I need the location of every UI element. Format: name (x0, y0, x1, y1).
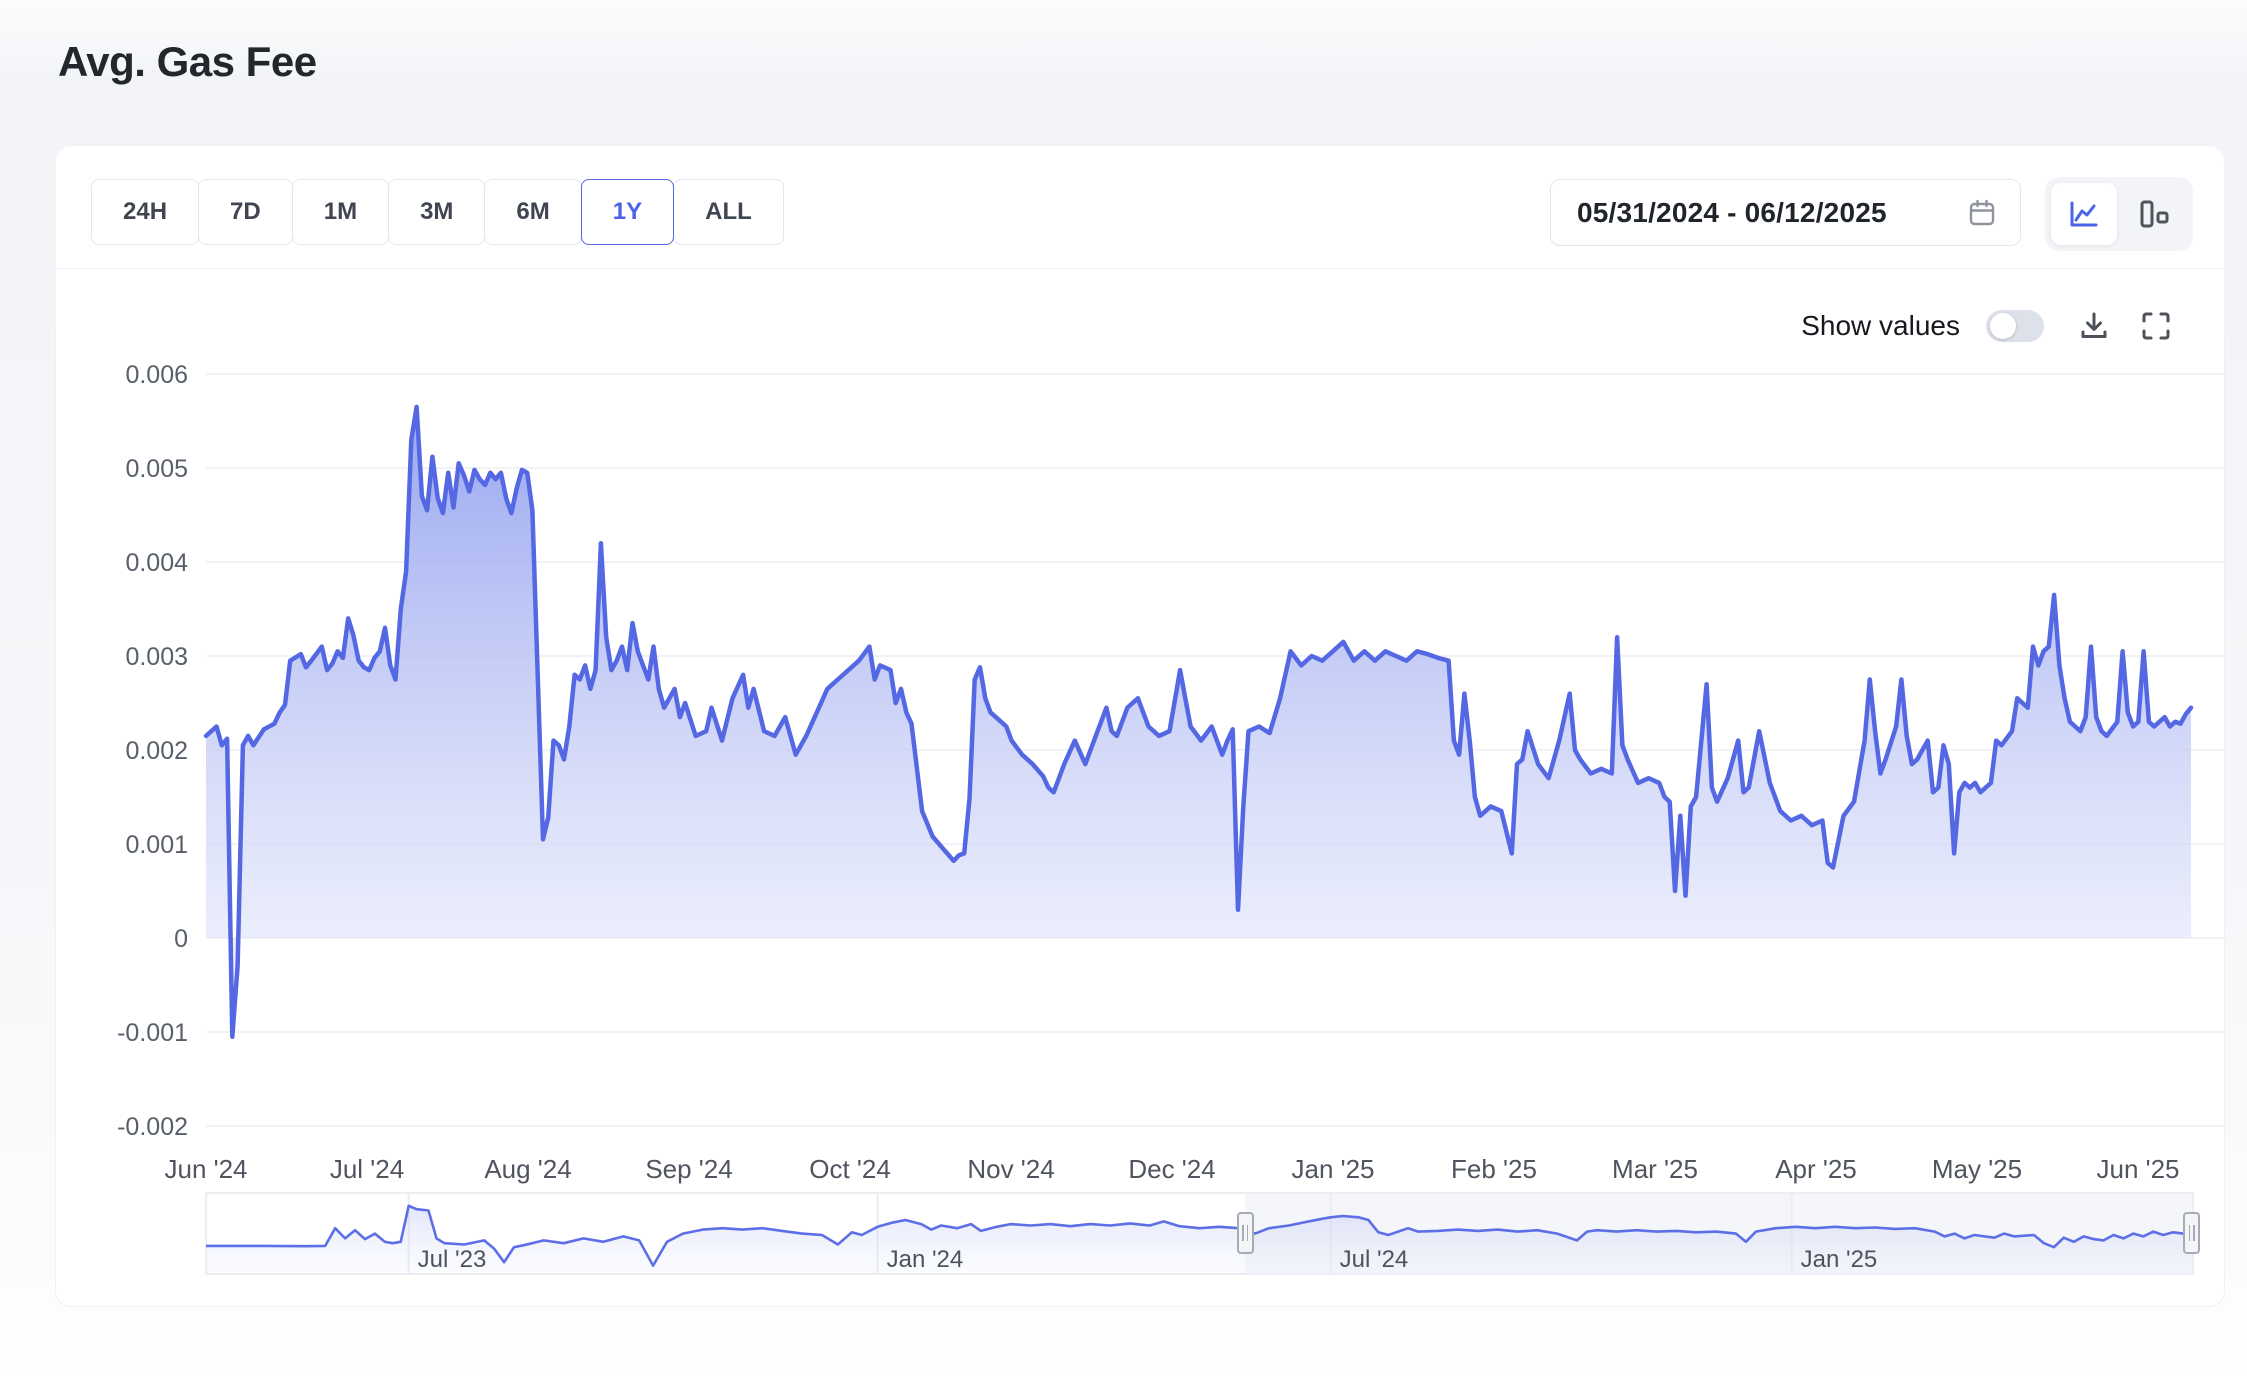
navigator-labels: Jul '23 Jan '24 Jul '24 Jan '25 (418, 1246, 1878, 1273)
line-chart-icon (2070, 201, 2098, 227)
y-tick-label: 0.004 (125, 549, 188, 577)
y-tick-label: 0.006 (125, 361, 188, 389)
range-button-24h[interactable]: 24H (91, 179, 200, 245)
x-tick-label: Jan '25 (1291, 1154, 1374, 1184)
x-tick-label: Sep '24 (645, 1154, 732, 1184)
x-tick-label: Aug '24 (484, 1154, 571, 1184)
range-button-all[interactable]: ALL (673, 179, 784, 245)
navigator[interactable]: Jul '23 Jan '24 Jul '24 Jan '25 (205, 1192, 2194, 1275)
navigator-area-fill (206, 1205, 2193, 1274)
x-tick-label: Feb '25 (1451, 1154, 1537, 1184)
show-values-toggle[interactable] (1986, 310, 2044, 342)
gas-fee-area-chart[interactable]: 0.006 0.005 0.004 0.003 0.002 0.001 0 -0.001 -0.… (56, 146, 2226, 1308)
series-area-fill (206, 406, 2191, 1037)
y-tick-label: 0.005 (125, 455, 188, 483)
x-tick-label: Apr '25 (1775, 1154, 1857, 1184)
gas-fee-chart-card: 24H 7D 1M 3M 6M 1Y ALL 05/31/2024 - 06/1… (55, 145, 2226, 1308)
x-tick-label: Jun '25 (2096, 1154, 2179, 1184)
show-values-label: Show values (1801, 310, 1960, 341)
x-tick-label: Jun '24 (164, 1154, 247, 1184)
line-chart-toggle-button[interactable] (2051, 183, 2117, 245)
y-tick-label: 0.003 (125, 643, 188, 671)
toggle-knob (1990, 313, 2016, 339)
bar-chart-icon (2140, 200, 2169, 228)
range-button-7d[interactable]: 7D (198, 179, 293, 245)
y-tick-label: 0.002 (125, 737, 188, 765)
x-axis-labels: Jun '24 Jul '24 Aug '24 Sep '24 Oct '24 Nov '… (164, 1154, 2179, 1184)
time-range-button-group: 24H 7D 1M 3M 6M 1Y ALL (91, 179, 784, 245)
chart-header-controls: Show values (1801, 304, 2174, 348)
calendar-icon (1969, 199, 1995, 225)
fullscreen-icon (2142, 312, 2170, 340)
y-axis-labels: 0.006 0.005 0.004 0.003 0.002 0.001 0 -0.001 -0.… (117, 361, 188, 1141)
navigator-tick-label: Jul '24 (1340, 1246, 1409, 1273)
card-divider (56, 268, 2224, 269)
x-tick-label: Dec '24 (1128, 1154, 1215, 1184)
range-button-1y[interactable]: 1Y (580, 179, 675, 245)
navigator-tick-label: Jan '24 (887, 1246, 964, 1273)
bar-chart-toggle-button[interactable] (2121, 183, 2187, 245)
download-button[interactable] (2076, 308, 2112, 344)
y-tick-label: -0.001 (117, 1019, 188, 1047)
series-line (203, 404, 2194, 1039)
x-tick-label: Oct '24 (809, 1154, 891, 1184)
y-tick-label: 0 (174, 925, 188, 953)
range-button-3m[interactable]: 3M (388, 179, 486, 245)
chart-type-toggle (2045, 177, 2193, 251)
x-tick-label: Jul '24 (330, 1154, 404, 1184)
navigator-tick-label: Jan '25 (1801, 1246, 1878, 1273)
x-tick-label: May '25 (1932, 1154, 2022, 1184)
range-button-1m[interactable]: 1M (291, 179, 390, 245)
date-range-value: 05/31/2024 - 06/12/2025 (1577, 196, 1887, 228)
y-tick-label: -0.002 (117, 1113, 188, 1141)
page-title: Avg. Gas Fee (58, 38, 317, 85)
navigator-tick-label: Jul '23 (418, 1246, 487, 1273)
x-tick-label: Mar '25 (1612, 1154, 1698, 1184)
x-tick-label: Nov '24 (967, 1154, 1054, 1184)
y-tick-label: 0.001 (125, 831, 188, 859)
range-button-6m[interactable]: 6M (484, 179, 582, 245)
navigator-right-handle[interactable] (2183, 1212, 2200, 1254)
navigator-left-handle[interactable] (1236, 1212, 1254, 1254)
date-range-picker[interactable]: 05/31/2024 - 06/12/2025 (1550, 179, 2021, 246)
download-icon (2081, 312, 2107, 338)
fullscreen-button[interactable] (2138, 308, 2174, 344)
